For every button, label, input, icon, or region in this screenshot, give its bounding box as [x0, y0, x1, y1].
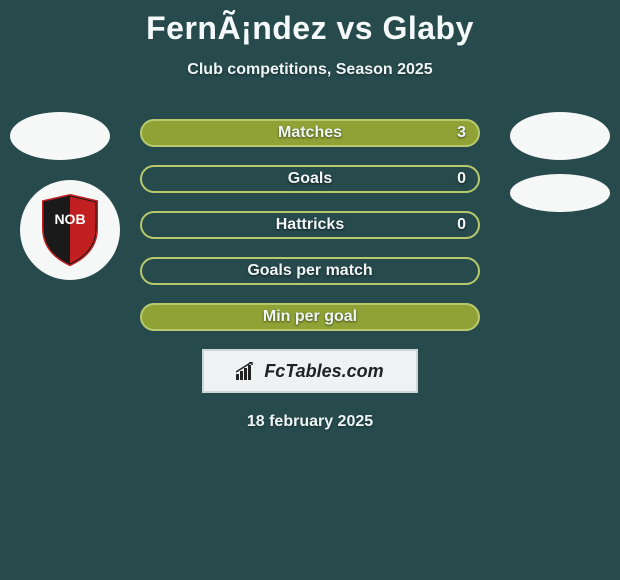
- player-right-avatar: [510, 112, 610, 212]
- footer-logo-text: FcTables.com: [264, 361, 383, 382]
- shield-icon: NOB: [40, 194, 100, 266]
- page-title: FernÃ¡ndez vs Glaby: [0, 0, 620, 47]
- player-left-avatar: [10, 112, 110, 160]
- avatar-placeholder-icon: [510, 174, 610, 212]
- stat-bar-value: 0: [457, 216, 466, 234]
- stat-bar-label: Goals: [288, 170, 332, 188]
- stat-bar: Hattricks 0: [140, 211, 480, 239]
- avatar-placeholder-icon: [10, 112, 110, 160]
- player-left-club-badge: NOB: [20, 180, 120, 280]
- avatar-placeholder-icon: [510, 112, 610, 160]
- stat-bar-label: Goals per match: [247, 262, 372, 280]
- badge-text: NOB: [54, 211, 85, 227]
- stat-bar-value: 3: [457, 124, 466, 142]
- stat-bar: Goals per match: [140, 257, 480, 285]
- stat-bar: Min per goal: [140, 303, 480, 331]
- stat-bar: Matches 3: [140, 119, 480, 147]
- stat-bar-label: Min per goal: [263, 308, 357, 326]
- stat-bar: Goals 0: [140, 165, 480, 193]
- subtitle: Club competitions, Season 2025: [0, 61, 620, 79]
- stat-bar-label: Matches: [278, 124, 342, 142]
- bar-chart-icon: [236, 362, 258, 380]
- stat-bar-value: 0: [457, 170, 466, 188]
- date-text: 18 february 2025: [0, 413, 620, 431]
- stat-bar-label: Hattricks: [276, 216, 344, 234]
- footer-logo: FcTables.com: [202, 349, 418, 393]
